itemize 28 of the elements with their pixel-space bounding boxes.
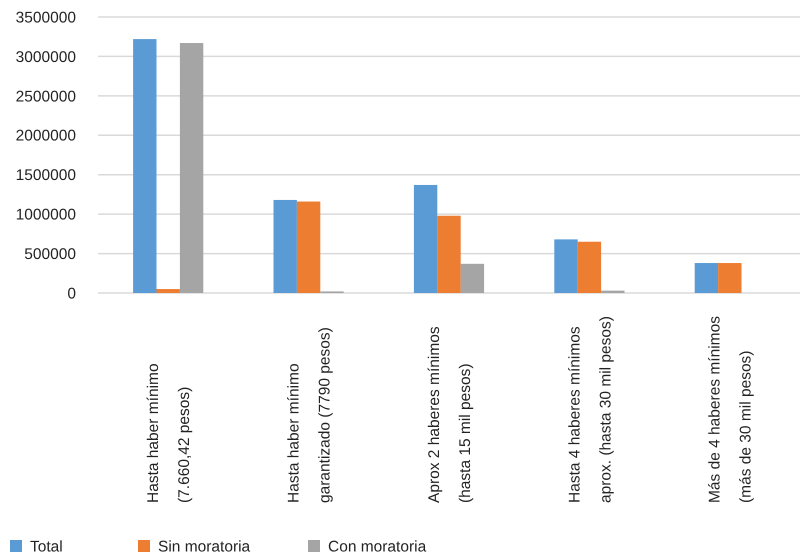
y-tick-label: 0 bbox=[67, 285, 76, 302]
y-tick-label: 500000 bbox=[24, 246, 76, 263]
legend-label: Con moratoria bbox=[328, 538, 427, 556]
bar bbox=[156, 289, 180, 293]
bar bbox=[554, 239, 578, 293]
legend-label: Sin moratoria bbox=[158, 538, 251, 556]
bar bbox=[296, 202, 320, 293]
bar bbox=[414, 184, 438, 293]
y-tick-label: 3000000 bbox=[16, 48, 76, 66]
x-tick-label: Hasta 4 haberes mínimos aprox. (hasta 30 mil pesos) bbox=[566, 316, 614, 503]
bar bbox=[460, 264, 484, 293]
x-tick-label: Hasta haber mínimo garantizado (7790 pesos) bbox=[286, 327, 334, 503]
bar bbox=[437, 216, 461, 293]
bar bbox=[694, 263, 718, 293]
x-tick-label: Más de 4 haberes mínimos (más de 30 mil pesos) bbox=[706, 316, 755, 503]
legend-label: Total bbox=[30, 538, 63, 556]
bar bbox=[718, 263, 742, 293]
bar bbox=[133, 39, 156, 293]
y-tick-label: 2500000 bbox=[16, 88, 76, 106]
y-tick-label: 1500000 bbox=[16, 167, 76, 184]
bar bbox=[180, 43, 204, 293]
y-tick-label: 2000000 bbox=[16, 128, 76, 145]
bar bbox=[578, 242, 602, 293]
y-tick-label: 1000000 bbox=[16, 206, 76, 224]
x-tick-label: Hasta haber mínimo (7.660,42 pesos) bbox=[145, 363, 194, 503]
bar bbox=[274, 200, 297, 293]
x-tick-label: Aprox 2 haberes mínimos (hasta 15 mil pesos) bbox=[426, 326, 474, 503]
y-tick-label: 3500000 bbox=[16, 9, 76, 26]
